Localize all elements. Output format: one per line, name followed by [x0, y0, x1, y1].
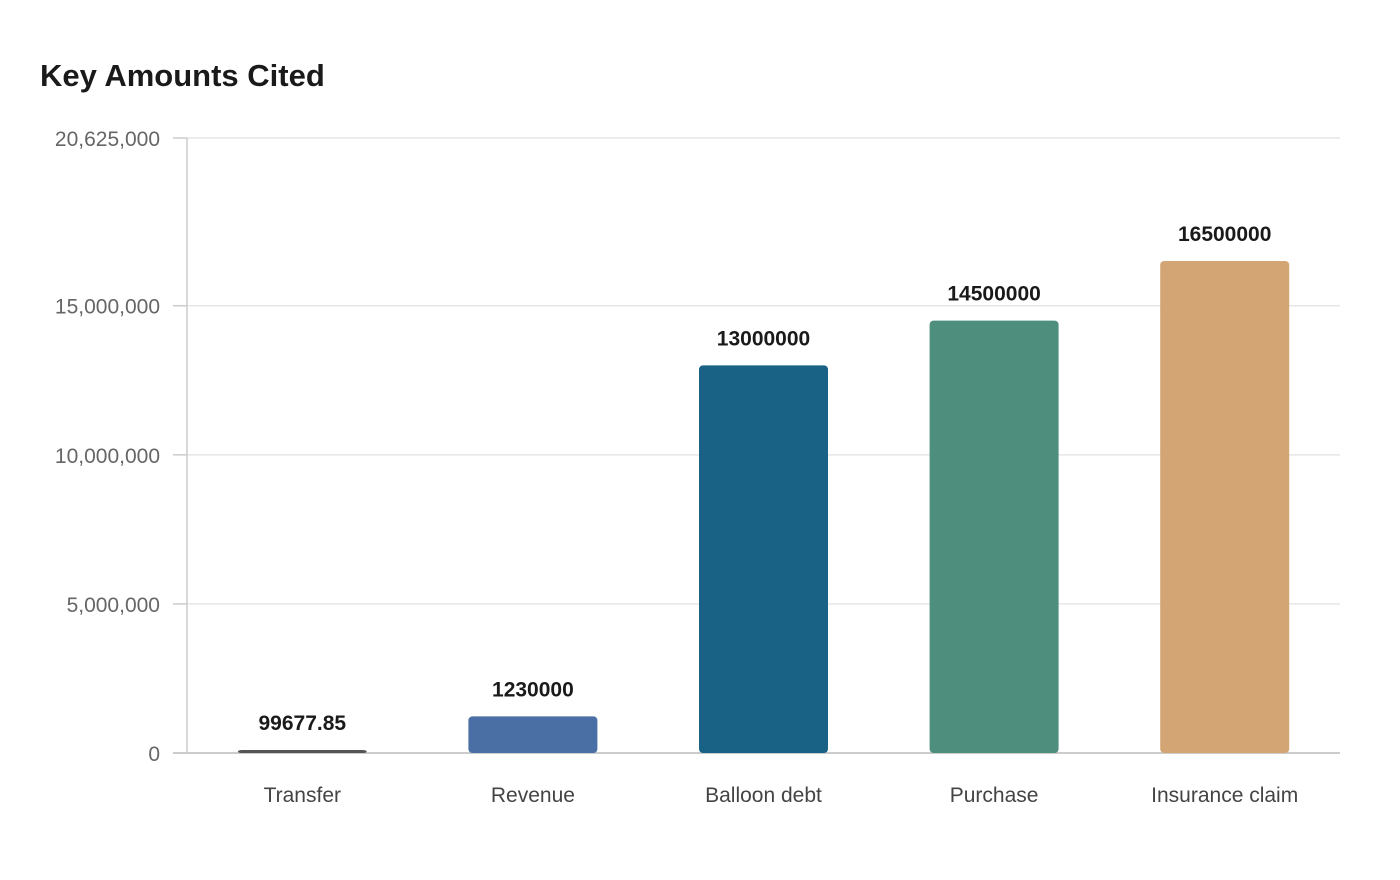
y-tick-label: 0: [148, 743, 160, 766]
y-tick-label: 15,000,000: [55, 296, 160, 319]
bar: [699, 365, 828, 753]
y-tick-label: 10,000,000: [55, 445, 160, 468]
bar: [468, 716, 598, 753]
y-tick-label: 5,000,000: [67, 594, 160, 617]
data-label: 99677.85: [259, 712, 347, 735]
data-label: 14500000: [947, 283, 1040, 306]
x-category-label: Purchase: [950, 784, 1039, 807]
bar: [237, 750, 367, 753]
x-category-label: Revenue: [491, 784, 575, 807]
x-category-label: Insurance claim: [1151, 784, 1298, 807]
y-tick-label: 20,625,000: [55, 128, 160, 151]
data-label: 13000000: [717, 327, 810, 350]
labels: 0 5,000,000 10,000,000 15,000,000 20,625,000…: [55, 128, 1298, 807]
bars: [237, 261, 1290, 753]
bar: [929, 320, 1059, 753]
x-category-label: Transfer: [264, 784, 341, 807]
x-category-label: Balloon debt: [705, 784, 822, 807]
data-label: 16500000: [1178, 223, 1271, 246]
bar: [1160, 261, 1290, 753]
chart-title: Key Amounts Cited: [40, 58, 325, 93]
data-label: 1230000: [492, 678, 574, 701]
